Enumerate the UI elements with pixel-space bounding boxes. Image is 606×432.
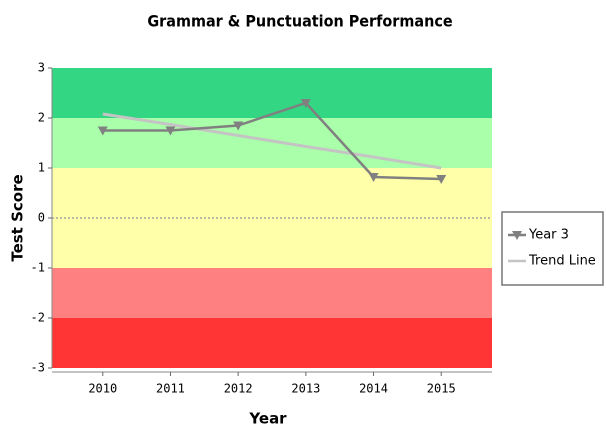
legend-marker bbox=[512, 231, 522, 240]
y-tick-label: -2 bbox=[31, 311, 45, 325]
marker bbox=[97, 126, 108, 136]
band bbox=[52, 268, 492, 318]
x-tick-label: 2012 bbox=[224, 382, 253, 396]
marker bbox=[233, 121, 244, 131]
x-tick-label: 2015 bbox=[427, 382, 456, 396]
x-axis-label: Year bbox=[248, 410, 287, 428]
marker bbox=[300, 99, 311, 108]
band bbox=[52, 118, 492, 168]
x-tick-label: 2010 bbox=[88, 382, 117, 396]
y-tick-label: 0 bbox=[38, 211, 45, 225]
marker bbox=[436, 175, 447, 184]
y-tick-label: -3 bbox=[31, 361, 45, 375]
x-tick-label: 2011 bbox=[156, 382, 185, 396]
y-axis-label: Test Score bbox=[9, 174, 27, 261]
marker bbox=[165, 126, 176, 136]
x-tick-label: 2013 bbox=[291, 382, 320, 396]
chart-title: Grammar & Punctuation Performance bbox=[147, 12, 453, 31]
legend-label: Year 3 bbox=[528, 228, 569, 243]
y-tick-label: 1 bbox=[38, 161, 45, 175]
y-tick-label: -1 bbox=[31, 261, 45, 275]
y-tick-label: 3 bbox=[38, 61, 45, 75]
legend-box bbox=[501, 211, 604, 286]
series-line bbox=[102, 112, 442, 170]
marker bbox=[368, 173, 379, 182]
y-tick-label: 2 bbox=[38, 111, 45, 125]
x-tick-label: 2014 bbox=[359, 382, 388, 396]
series-line bbox=[102, 101, 442, 181]
band bbox=[52, 68, 492, 118]
band bbox=[52, 318, 492, 368]
legend-label: Trend Line bbox=[528, 254, 596, 269]
